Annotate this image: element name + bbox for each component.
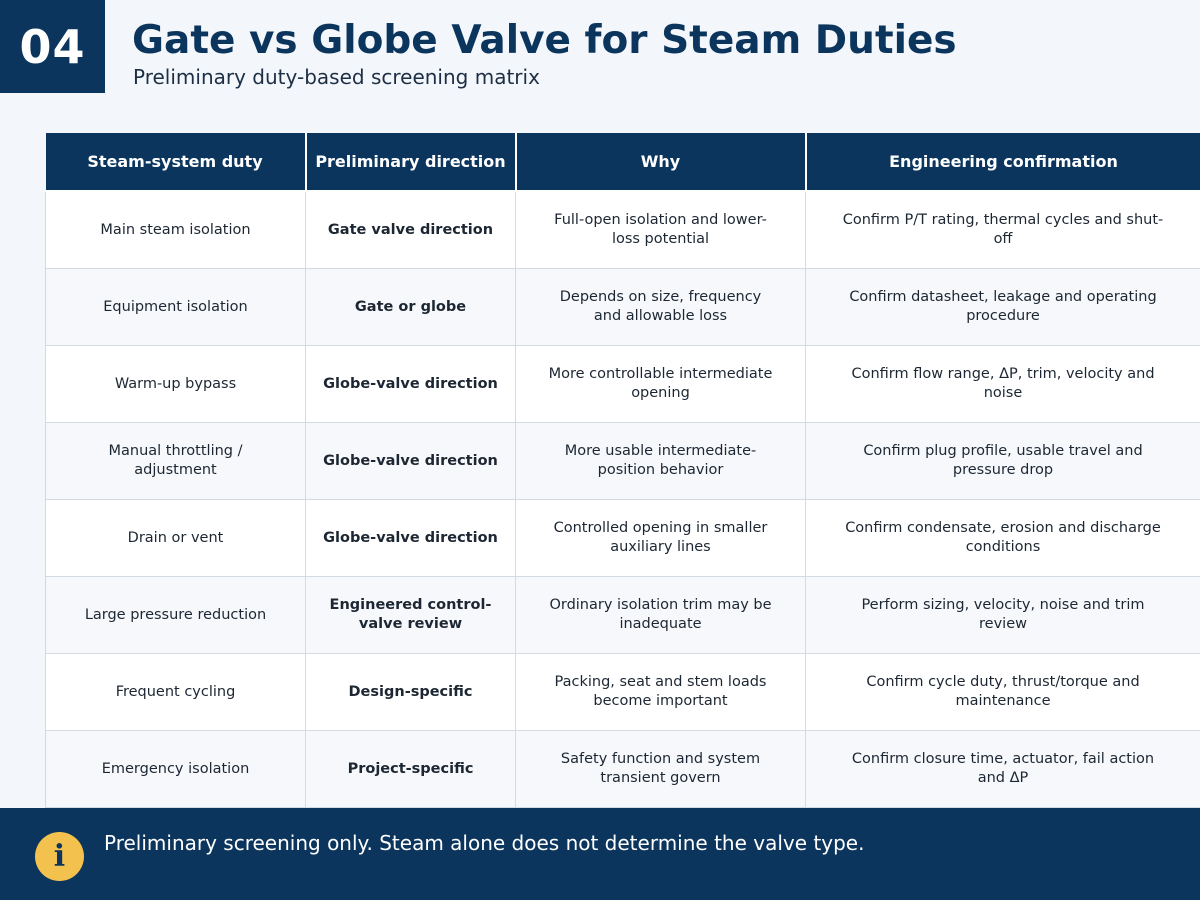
footer-note: Preliminary screening only. Steam alone … <box>104 831 865 855</box>
duty-cell: Drain or vent <box>45 499 306 577</box>
why-cell: Controlled opening in smaller auxiliary … <box>515 499 806 577</box>
footer-banner <box>0 808 1200 900</box>
confirmation-cell: Confirm P/T rating, thermal cycles and s… <box>805 190 1200 269</box>
why-cell: Ordinary isolation trim may be inadequat… <box>515 576 806 654</box>
why-cell: Full-open isolation and lower-loss poten… <box>515 190 806 269</box>
why-cell: More controllable intermediate opening <box>515 345 806 423</box>
column-header-why: Why <box>514 133 807 192</box>
slide-number-badge: 04 <box>0 0 105 93</box>
duty-cell: Frequent cycling <box>45 653 306 731</box>
table-row: Emergency isolation Project-specific Saf… <box>45 730 1200 808</box>
page-subtitle: Preliminary duty-based screening matrix <box>133 65 540 89</box>
table-row: Equipment isolation Gate or globe Depend… <box>45 268 1200 346</box>
slide-number: 04 <box>19 19 86 74</box>
direction-cell: Globe-valve direction <box>305 422 516 500</box>
confirmation-cell: Confirm cycle duty, thrust/torque and ma… <box>805 653 1200 731</box>
confirmation-cell: Confirm closure time, actuator, fail act… <box>805 730 1200 808</box>
duty-cell: Warm-up bypass <box>45 345 306 423</box>
table-row: Drain or vent Globe-valve direction Cont… <box>45 499 1200 577</box>
screening-matrix-table: Steam-system duty Preliminary direction … <box>45 133 1200 808</box>
direction-cell: Gate or globe <box>305 268 516 346</box>
page-title: Gate vs Globe Valve for Steam Duties <box>132 18 957 63</box>
duty-cell: Equipment isolation <box>45 268 306 346</box>
why-cell: Packing, seat and stem loads become impo… <box>515 653 806 731</box>
duty-cell: Manual throttling / adjustment <box>45 422 306 500</box>
table-row: Manual throttling / adjustment Globe-val… <box>45 422 1200 500</box>
table-row: Main steam isolation Gate valve directio… <box>45 190 1200 269</box>
info-icon: i <box>35 832 84 881</box>
table-row: Warm-up bypass Globe-valve direction Mor… <box>45 345 1200 423</box>
table-header-row: Steam-system duty Preliminary direction … <box>45 133 1200 192</box>
confirmation-cell: Confirm datasheet, leakage and operating… <box>805 268 1200 346</box>
duty-cell: Main steam isolation <box>45 190 306 269</box>
confirmation-cell: Confirm plug profile, usable travel and … <box>805 422 1200 500</box>
direction-cell: Project-specific <box>305 730 516 808</box>
confirmation-cell: Confirm flow range, ΔP, trim, velocity a… <box>805 345 1200 423</box>
column-header-direction: Preliminary direction <box>304 133 517 192</box>
table-row: Large pressure reduction Engineered cont… <box>45 576 1200 654</box>
why-cell: Depends on size, frequency and allowable… <box>515 268 806 346</box>
direction-cell: Globe-valve direction <box>305 345 516 423</box>
confirmation-cell: Confirm condensate, erosion and discharg… <box>805 499 1200 577</box>
direction-cell: Design-specific <box>305 653 516 731</box>
duty-cell: Emergency isolation <box>45 730 306 808</box>
direction-cell: Gate valve direction <box>305 190 516 269</box>
column-header-duty: Steam-system duty <box>45 133 307 192</box>
confirmation-cell: Perform sizing, velocity, noise and trim… <box>805 576 1200 654</box>
why-cell: More usable intermediate-position behavi… <box>515 422 806 500</box>
why-cell: Safety function and system transient gov… <box>515 730 806 808</box>
direction-cell: Engineered control-valve review <box>305 576 516 654</box>
direction-cell: Globe-valve direction <box>305 499 516 577</box>
column-header-confirmation: Engineering confirmation <box>804 133 1200 192</box>
duty-cell: Large pressure reduction <box>45 576 306 654</box>
table-row: Frequent cycling Design-specific Packing… <box>45 653 1200 731</box>
